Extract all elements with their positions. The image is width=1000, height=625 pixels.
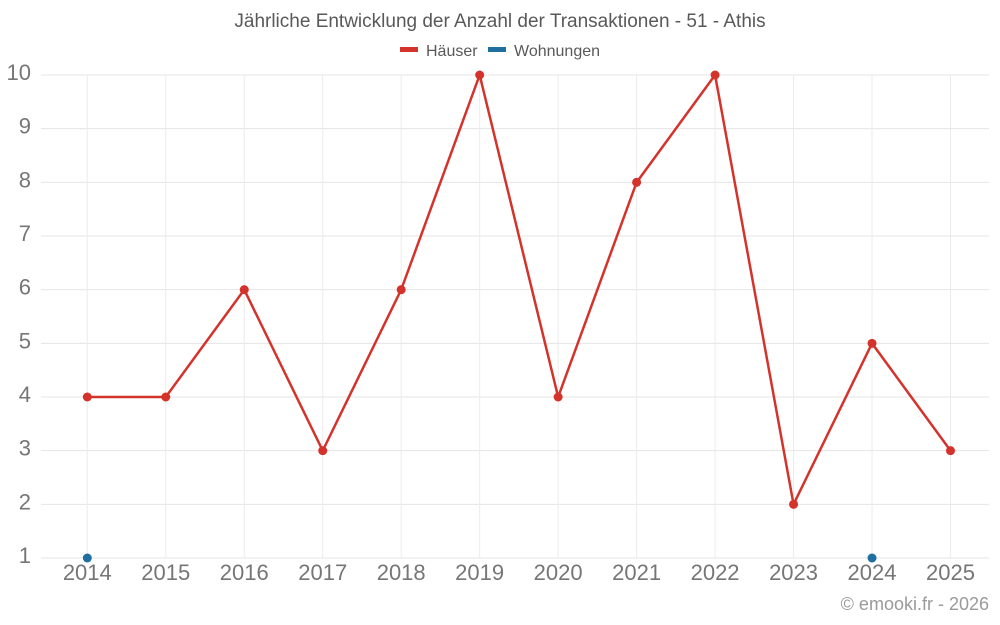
svg-text:2018: 2018: [377, 560, 426, 585]
svg-text:5: 5: [19, 328, 31, 353]
svg-text:9: 9: [19, 114, 31, 139]
svg-text:2017: 2017: [298, 560, 347, 585]
svg-text:7: 7: [19, 221, 31, 246]
svg-text:10: 10: [7, 60, 31, 85]
svg-text:2025: 2025: [926, 560, 975, 585]
svg-text:2019: 2019: [455, 560, 504, 585]
svg-text:2021: 2021: [612, 560, 661, 585]
svg-text:2024: 2024: [848, 560, 897, 585]
svg-text:2014: 2014: [63, 560, 112, 585]
svg-text:2: 2: [19, 489, 31, 514]
svg-text:2022: 2022: [691, 560, 740, 585]
svg-text:1: 1: [19, 543, 31, 568]
svg-text:2015: 2015: [141, 560, 190, 585]
svg-text:6: 6: [19, 275, 31, 300]
svg-text:2020: 2020: [534, 560, 583, 585]
svg-text:2016: 2016: [220, 560, 269, 585]
svg-text:8: 8: [19, 167, 31, 192]
svg-text:2023: 2023: [769, 560, 818, 585]
svg-text:3: 3: [19, 436, 31, 461]
svg-text:4: 4: [19, 382, 31, 407]
